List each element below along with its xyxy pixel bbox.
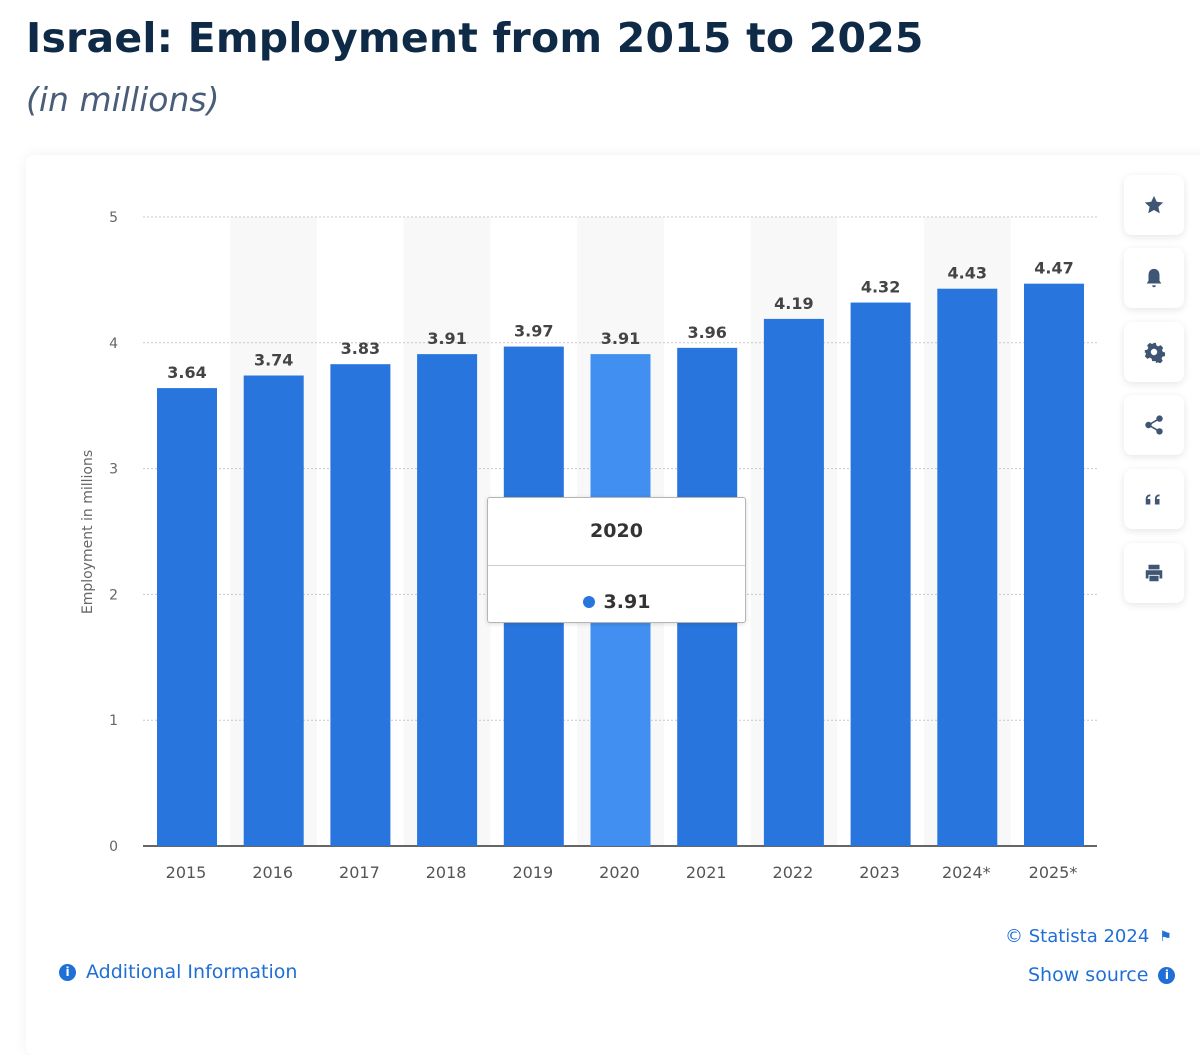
data-label: 3.83 <box>341 339 380 358</box>
x-tick-label: 2025* <box>1029 863 1078 882</box>
flag-icon: ⚑ <box>1159 928 1172 945</box>
data-label: 3.97 <box>514 322 553 341</box>
settings-button[interactable] <box>1124 322 1184 382</box>
bell-icon <box>1146 268 1162 288</box>
show-source-label: Show source <box>1028 964 1149 986</box>
tooltip-value: 3.91 <box>603 591 651 613</box>
x-tick-label: 2016 <box>252 863 293 882</box>
cite-button[interactable] <box>1124 469 1184 529</box>
tooltip-year: 2020 <box>590 520 643 542</box>
y-tick-label: 1 <box>109 713 118 729</box>
bar-2015[interactable] <box>157 388 217 846</box>
quote-icon <box>1145 494 1160 505</box>
data-label: 3.91 <box>427 329 466 348</box>
y-tick-label: 5 <box>109 210 118 226</box>
page-subtitle: (in millions) <box>26 80 220 119</box>
favorite-button[interactable] <box>1124 175 1184 235</box>
x-tick-label: 2019 <box>512 863 553 882</box>
data-label: 4.43 <box>948 264 987 283</box>
y-axis-label: Employment in millions <box>80 450 96 614</box>
bar-2018[interactable] <box>417 354 478 846</box>
data-label: 4.32 <box>861 278 900 297</box>
x-tick-label: 2022 <box>773 863 814 882</box>
copyright-label: © Statista 2024 <box>1005 926 1150 947</box>
statista-copyright-link[interactable]: © Statista 2024 ⚑ <box>1005 926 1172 947</box>
tooltip-divider <box>488 565 745 566</box>
bar-2025*[interactable] <box>1024 283 1084 846</box>
bar-2024*[interactable] <box>937 288 998 846</box>
y-tick-label: 0 <box>109 839 118 855</box>
bar-2016[interactable] <box>243 375 304 846</box>
y-tick-label: 2 <box>109 587 118 603</box>
info-icon: i <box>1158 966 1176 984</box>
printer-icon <box>1145 564 1163 582</box>
data-label: 4.19 <box>774 294 813 313</box>
data-label: 3.74 <box>254 351 293 370</box>
bar-2023[interactable] <box>850 302 911 846</box>
x-tick-label: 2024* <box>942 863 991 882</box>
info-icon: i <box>59 963 76 981</box>
data-label: 3.91 <box>601 329 640 348</box>
share-icon <box>1145 415 1163 435</box>
x-tick-label: 2017 <box>339 863 380 882</box>
data-label: 3.96 <box>687 323 726 342</box>
notification-button[interactable] <box>1124 248 1184 308</box>
additional-information-link[interactable]: i Additional Information <box>59 961 297 983</box>
x-tick-label: 2015 <box>166 863 207 882</box>
page-title: Israel: Employment from 2015 to 2025 <box>26 14 924 62</box>
show-source-link[interactable]: Show source i <box>1028 964 1176 986</box>
bar-2017[interactable] <box>330 364 391 846</box>
x-tick-label: 2021 <box>686 863 727 882</box>
data-label: 3.64 <box>167 363 206 382</box>
x-tick-label: 2018 <box>426 863 467 882</box>
share-button[interactable] <box>1124 395 1184 455</box>
x-tick-label: 2023 <box>859 863 900 882</box>
print-button[interactable] <box>1124 543 1184 603</box>
gear-icon <box>1144 342 1165 363</box>
y-tick-label: 4 <box>109 336 118 352</box>
data-label: 4.47 <box>1034 259 1073 278</box>
additional-information-label: Additional Information <box>86 961 298 983</box>
series-dot-icon <box>582 596 595 608</box>
x-tick-label: 2020 <box>599 863 640 882</box>
y-tick-label: 3 <box>109 462 118 478</box>
bar-2022[interactable] <box>763 318 824 846</box>
tooltip: 2020 3.91 <box>487 497 746 623</box>
star-icon <box>1144 195 1164 214</box>
